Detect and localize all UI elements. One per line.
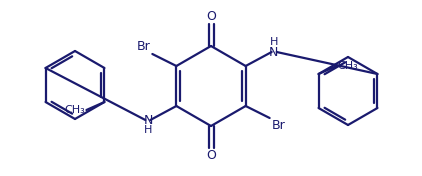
Text: N: N (143, 114, 153, 127)
Text: O: O (206, 149, 216, 162)
Text: H: H (144, 125, 152, 135)
Text: Br: Br (272, 119, 285, 132)
Text: CH₃: CH₃ (338, 61, 358, 71)
Text: N: N (269, 46, 279, 58)
Text: O: O (206, 10, 216, 23)
Text: Br: Br (137, 40, 150, 53)
Text: H: H (270, 37, 278, 47)
Text: CH₃: CH₃ (65, 105, 85, 115)
